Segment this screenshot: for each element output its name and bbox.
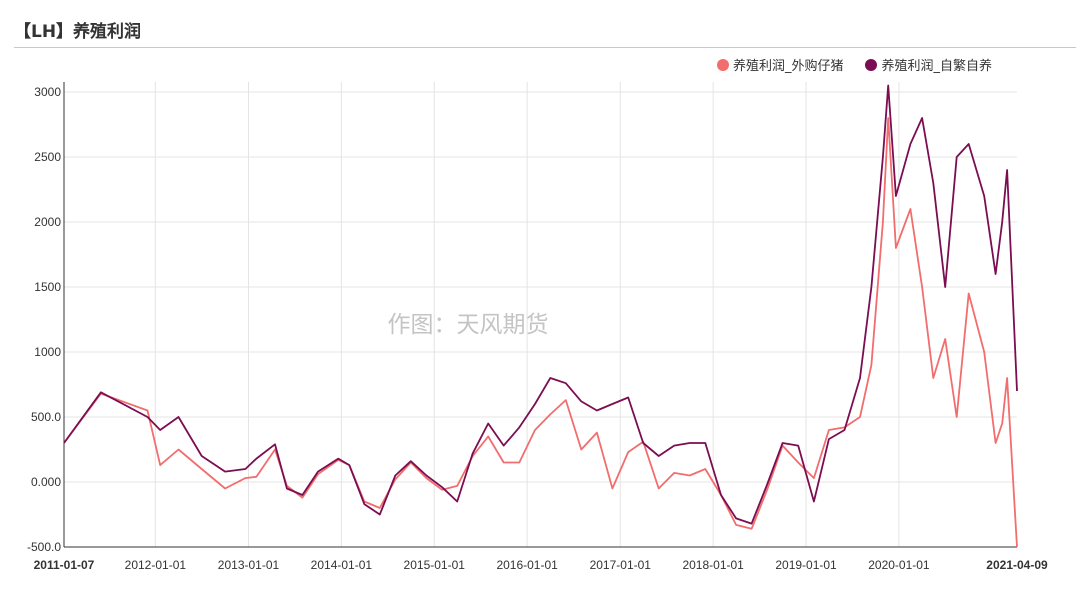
series-line-self-bred [63,84,1018,525]
chart-header: 【LH】养殖利润 [0,0,1080,48]
x-tick-label: 2014-01-01 [311,558,373,572]
y-tick-label: 500.0 [31,410,61,424]
x-tick-label: 2015-01-01 [404,558,466,572]
x-tick-label: 2021-04-09 [986,558,1048,572]
legend-label-purchased-piglets: 养殖利润_外购仔猪 [732,59,844,74]
legend-marker-self-bred [865,58,878,71]
y-tick-label: 1000 [34,345,61,359]
watermark-text: 作图：天风期货 [388,312,549,338]
legend-marker-purchased-piglets [716,58,729,71]
x-tick-label: 2016-01-01 [496,558,558,572]
x-tick-label: 2013-01-01 [218,558,280,572]
x-tick-label: 2020-01-01 [868,558,930,572]
x-tick-label: 2017-01-01 [590,558,652,572]
x-tick-label: 2012-01-01 [125,558,187,572]
y-tick-label: 3000 [34,85,61,99]
chart-title: 【LH】养殖利润 [14,22,142,42]
y-tick-label: 0.000 [31,475,61,489]
chart-legend: 养殖利润_外购仔猪 养殖利润_自繁自养 [716,55,992,74]
y-tick-label: -500.0 [27,540,61,554]
y-tick-label: 2000 [34,215,61,229]
y-tick-label: 1500 [34,280,61,294]
x-tick-label: 2011-01-07 [34,558,95,572]
legend-item-self-bred[interactable]: 养殖利润_自繁自养 [865,55,992,74]
y-tick-label: 2500 [34,150,61,164]
legend-item-purchased-piglets[interactable]: 养殖利润_外购仔猪 [716,55,844,74]
x-tick-label: 2018-01-01 [682,558,744,572]
header-divider [14,47,1076,48]
x-tick-label: 2019-01-01 [775,558,837,572]
legend-label-self-bred: 养殖利润_自繁自养 [881,59,992,74]
